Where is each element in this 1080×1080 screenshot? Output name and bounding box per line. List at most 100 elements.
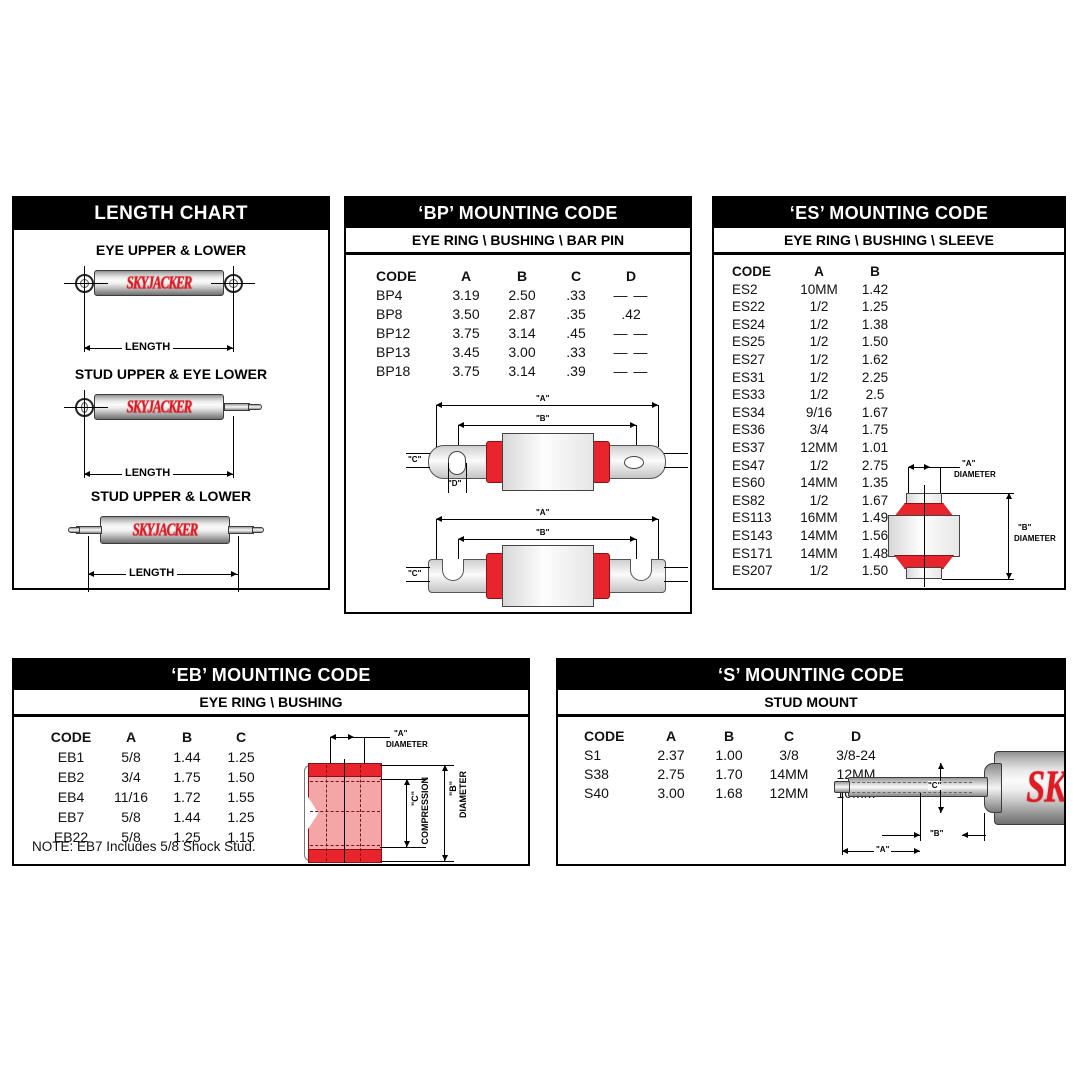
bp-dim-b-line-upper: [458, 425, 636, 426]
bp-sleeve-lower: [502, 545, 594, 607]
eb-dim-a-sublabel: DIAMETER: [386, 740, 428, 749]
es-row-7-col-0: ES34: [732, 404, 766, 420]
es-row-10-col-2: 2.75: [861, 457, 889, 473]
es-table-header-row: CODE A B: [728, 263, 902, 281]
table-row: ES207 1/2 1.50: [728, 562, 902, 580]
eb-row-4-col-1: 5/8: [121, 829, 141, 845]
es-row-3-col-1: 1/2: [809, 334, 829, 350]
bp-pin-hole-left-upper: [448, 451, 466, 475]
ext-line-right-2: [233, 416, 234, 478]
eb-note: NOTE: EB7 Includes 5/8 Shock Stud.: [32, 839, 256, 854]
table-row: ES60 14MM 1.35: [728, 474, 902, 492]
shock-body-stud-stud: SKYJACKER: [100, 516, 230, 544]
dim-arrow-right-3: [231, 571, 237, 577]
es-dim-a-arrow-left: [908, 464, 914, 470]
bp-ext-a-left-lower: [436, 519, 437, 561]
bp-row-0-b: 2.50: [508, 287, 536, 303]
es-row-4-col-0: ES27: [732, 351, 766, 367]
bp-row-2-b: 3.14: [508, 325, 536, 341]
stud-tip-right-3: [252, 527, 264, 533]
eb-dim-c-line: [406, 779, 407, 847]
dim-label-length-3: LENGTH: [126, 567, 178, 579]
eb-row-2-col-3: 1.55: [227, 789, 255, 805]
es-row-3-col-2: 1.50: [861, 334, 889, 350]
s-ext-a-left: [842, 793, 843, 855]
dim-arrow-right-1: [227, 345, 233, 351]
s-ext-b-left: [920, 793, 921, 841]
bp-row-4-c: .39: [566, 363, 586, 379]
es-row-7-col-2: 1.67: [861, 404, 889, 420]
bp-row-3-d: — —: [613, 344, 649, 360]
table-row: ES27 1/2 1.62: [728, 351, 902, 369]
table-row: ES171 14MM 1.48: [728, 545, 902, 563]
s-table-body: S1 2.37 1.00 3/8 3/8-24 S38 2.75 1.70 14MM 12MM S4…: [580, 746, 892, 803]
eb-ext-b-top: [380, 765, 454, 766]
eb-ext-b-bottom: [380, 861, 454, 862]
eb-row-4-col-2: 1.25: [173, 829, 201, 845]
es-col-a: A: [814, 264, 824, 279]
es-row-5-col-2: 2.25: [861, 369, 889, 385]
s-dim-b-arrow-left: [914, 832, 920, 838]
eb-dashed-v1: [326, 765, 327, 861]
es-diagram: "A" DIAMETER "B": [884, 445, 1064, 587]
bp-dim-a-arrow-right-lower: [652, 516, 658, 522]
eb-ext-c-bottom: [380, 847, 426, 848]
eb-row-2-col-0: EB4: [57, 789, 85, 805]
es-dim-a-sublabel: DIAMETER: [954, 470, 996, 479]
bp-subtitle-text: EYE RING \ BUSHING \ BAR PIN: [411, 232, 625, 248]
es-row-11-col-0: ES60: [732, 475, 766, 491]
s-dim-a-arrow-left: [842, 848, 848, 854]
stud-tip: [834, 781, 850, 793]
bp-ext-d-left: [448, 463, 449, 493]
es-row-14-col-1: 14MM: [800, 527, 838, 543]
eb-dim-b-arrow-up: [442, 765, 448, 771]
s-col-code: CODE: [584, 728, 625, 744]
s-dim-a-arrow-right: [914, 848, 920, 854]
s-row-0-col-3: 3/8: [779, 747, 799, 763]
eb-dashed-top: [310, 781, 380, 782]
es-row-14-col-0: ES143: [732, 527, 773, 543]
es-row-1-col-0: ES22: [732, 299, 766, 315]
eb-row-3-col-2: 1.44: [173, 809, 201, 825]
es-row-14-col-2: 1.56: [861, 527, 889, 543]
s-row-1-col-3: 14MM: [769, 766, 809, 782]
table-row: ES34 9/16 1.67: [728, 404, 902, 422]
bp-pin-hole-right-upper: [624, 456, 644, 469]
bp-shaft-left-upper-1: [406, 453, 430, 454]
eb-dim-c-sublabel: COMPRESSION: [420, 777, 430, 845]
eb-dashed-mid: [310, 811, 380, 812]
bp-row-0-a: 3.19: [452, 287, 480, 303]
es-row-16-col-1: 1/2: [809, 563, 829, 579]
bp-shaft-left-lower-1: [406, 567, 430, 568]
es-row-0-col-2: 1.42: [861, 281, 889, 297]
table-row: S38 2.75 1.70 14MM 12MM: [580, 765, 892, 784]
es-row-11-col-2: 1.35: [861, 475, 889, 491]
bp-row-1-d: .42: [621, 306, 641, 322]
bp-col-b: B: [516, 268, 528, 284]
es-ext-b-top: [942, 493, 1014, 494]
eb-row-3-col-1: 5/8: [121, 809, 141, 825]
es-row-15-col-0: ES171: [732, 545, 773, 561]
bp-row-2-c: .45: [566, 325, 586, 341]
es-panel-subtitle: EYE RING \ BUSHING \ SLEEVE: [714, 228, 1064, 255]
es-row-10-col-0: ES47: [732, 457, 766, 473]
bp-dim-a-line-upper: [436, 405, 658, 406]
table-row: EB7 5/8 1.44 1.25: [40, 807, 268, 827]
s-row-2-col-0: S40: [584, 785, 609, 801]
es-row-0-col-0: ES2: [732, 281, 758, 297]
eb-subtitle-text: EYE RING \ BUSHING: [199, 694, 343, 710]
eb-row-0-col-3: 1.25: [227, 749, 255, 765]
eb-row-0-col-2: 1.44: [173, 749, 201, 765]
es-row-15-col-1: 14MM: [800, 545, 838, 561]
s-col-a: A: [665, 728, 677, 744]
ext-line-left-3: [88, 536, 89, 592]
bp-shaft-right-upper-2: [664, 467, 688, 468]
es-panel-body: CODE A B ES2 10MM 1.42 ES22 1/2 1.25 ES24 1/2 1.…: [714, 255, 1064, 588]
bp-ext-b-left-upper: [458, 425, 459, 455]
eb-dim-c-label: "C": [410, 791, 420, 807]
ext-line-left-2: [84, 416, 85, 478]
bp-bushing-red-right-upper: [592, 441, 610, 483]
bp-row-2-a: 3.75: [452, 325, 480, 341]
shock-body-eye-eye: SKYJACKER: [94, 270, 224, 296]
eb-dim-a-line: [330, 737, 390, 738]
